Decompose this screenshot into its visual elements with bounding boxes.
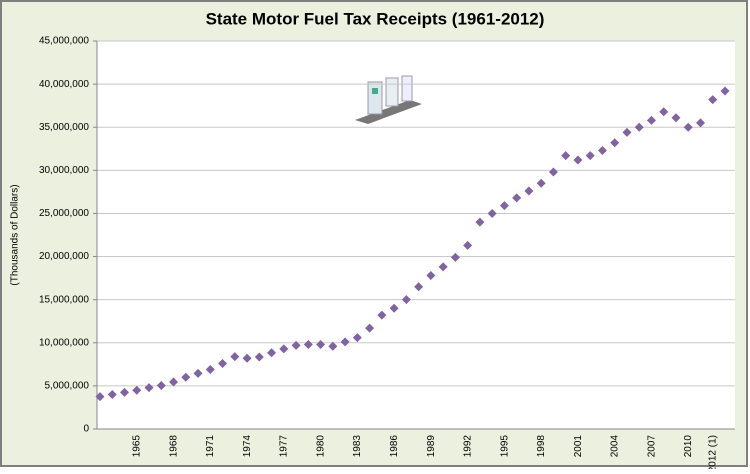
- data-point: [475, 217, 485, 227]
- x-tick-label: 1983: [352, 435, 363, 458]
- data-point: [561, 151, 571, 161]
- x-tick-label: 1992: [463, 435, 474, 458]
- data-point: [487, 208, 497, 218]
- data-point: [659, 107, 669, 117]
- data-point: [463, 240, 473, 250]
- data-point: [536, 178, 546, 188]
- data-point: [573, 155, 583, 165]
- x-tick-label: 2001: [573, 435, 584, 458]
- y-tick-label: 5,000,000: [45, 381, 90, 392]
- data-point: [683, 122, 693, 132]
- data-point: [279, 344, 289, 354]
- data-point: [671, 113, 681, 123]
- data-point: [242, 353, 252, 363]
- data-point: [585, 151, 595, 161]
- x-tick-label: 1995: [499, 435, 510, 458]
- x-tick-label: 1989: [426, 435, 437, 458]
- data-point: [120, 387, 130, 397]
- data-point: [267, 348, 277, 358]
- data-point: [597, 146, 607, 156]
- x-tick-label: 2004: [610, 435, 621, 458]
- y-tick-label: 45,000,000: [39, 36, 89, 47]
- data-point: [303, 340, 313, 350]
- data-point: [646, 115, 656, 125]
- data-point: [426, 271, 436, 281]
- data-point: [107, 390, 117, 400]
- data-point: [377, 310, 387, 320]
- data-point: [230, 352, 240, 362]
- x-tick-label: 1980: [315, 435, 326, 458]
- data-point: [254, 352, 264, 362]
- data-point: [622, 127, 632, 137]
- x-tick-label: 1974: [242, 435, 253, 458]
- data-point: [316, 340, 326, 350]
- data-point: [499, 201, 509, 211]
- data-point: [389, 303, 399, 313]
- y-tick-label: 25,000,000: [39, 208, 89, 219]
- y-axis-label: (Thousands of Dollars): [10, 184, 21, 285]
- data-point: [328, 341, 338, 351]
- data-point: [512, 193, 522, 203]
- data-point: [352, 333, 362, 343]
- data-point: [218, 358, 228, 368]
- data-point: [634, 122, 644, 132]
- y-tick-label: 0: [83, 424, 89, 435]
- data-point: [156, 380, 166, 390]
- x-tick-label: 1986: [389, 435, 400, 458]
- data-point: [450, 252, 460, 262]
- x-tick-label: 1971: [205, 435, 216, 458]
- data-point: [365, 323, 375, 333]
- data-point: [524, 186, 534, 196]
- y-tick-label: 15,000,000: [39, 294, 89, 305]
- x-tick-label: 1977: [279, 435, 290, 458]
- x-tick-label: 1998: [536, 435, 547, 458]
- x-tick-label: 2007: [646, 435, 657, 458]
- data-point: [291, 340, 301, 350]
- data-point: [95, 392, 105, 402]
- data-point: [438, 262, 448, 272]
- data-point: [340, 337, 350, 347]
- data-point: [144, 383, 154, 393]
- data-point: [181, 372, 191, 382]
- x-tick-label: 1968: [168, 435, 179, 458]
- data-point: [401, 295, 411, 305]
- data-point: [169, 377, 179, 387]
- x-tick-label: 2010: [683, 435, 694, 458]
- y-tick-label: 10,000,000: [39, 337, 89, 348]
- x-tick-label: 2012 (1): [708, 435, 719, 469]
- data-point: [708, 95, 718, 105]
- y-tick-label: 30,000,000: [39, 165, 89, 176]
- data-point: [132, 385, 142, 395]
- data-point: [695, 118, 705, 128]
- y-tick-label: 35,000,000: [39, 122, 89, 133]
- data-point: [720, 86, 730, 96]
- data-point: [414, 282, 424, 292]
- data-point: [193, 368, 203, 378]
- x-tick-label: 1965: [132, 435, 143, 458]
- y-tick-label: 20,000,000: [39, 251, 89, 262]
- chart-title: State Motor Fuel Tax Receipts (1961-2012…: [206, 9, 545, 28]
- data-point: [610, 138, 620, 148]
- data-point: [548, 167, 558, 177]
- y-tick-label: 40,000,000: [39, 79, 89, 90]
- gas-pump-icon: [351, 68, 427, 128]
- data-point: [205, 365, 215, 375]
